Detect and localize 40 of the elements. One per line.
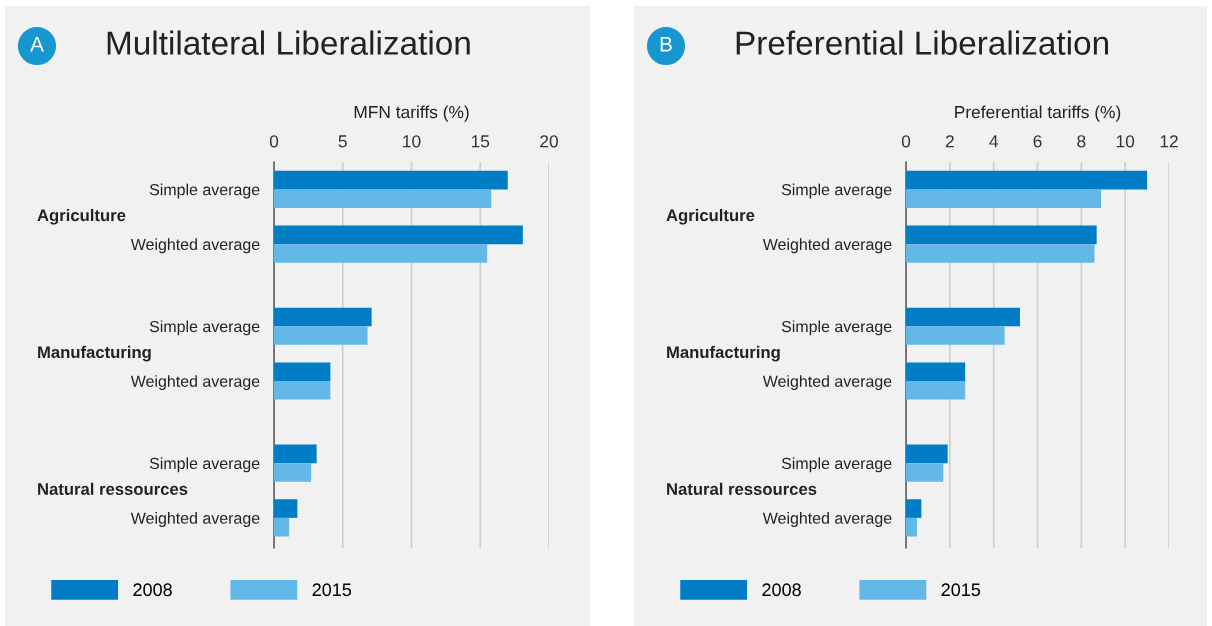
x-tick-label: 12 <box>1160 135 1178 148</box>
x-tick-label: 2 <box>945 135 954 148</box>
x-axis-title: MFN tariffs (%) <box>354 105 469 122</box>
text: Natural ressources <box>38 482 188 495</box>
legend-label: 2008 <box>133 583 172 597</box>
y-tick-label: Simple average <box>149 457 260 473</box>
text: B <box>660 37 672 52</box>
x-tick-label: 15 <box>471 135 490 148</box>
x-tick-label: 6 <box>1033 135 1042 148</box>
x-axis-title: Preferential tariffs (%) <box>955 105 1121 122</box>
text: Manufacturing <box>667 345 780 362</box>
legend-label: 2015 <box>941 583 981 597</box>
legend-label: 2008 <box>762 583 801 597</box>
text: Manufacturing <box>38 345 151 362</box>
x-tick-label: 10 <box>403 135 421 148</box>
y-tick-label: Simple average <box>149 320 260 336</box>
text: Natural ressources <box>667 482 817 495</box>
legend-label: 2015 <box>312 583 352 597</box>
x-tick-label: 5 <box>338 135 347 148</box>
y-tick-label: Weighted average <box>762 375 892 391</box>
x-tick-label: 20 <box>540 135 558 148</box>
text: Agriculture <box>666 208 755 225</box>
text: A <box>30 37 44 52</box>
y-tick-label: Simple average <box>149 183 260 199</box>
x-tick-label: 0 <box>269 135 279 148</box>
y-tick-label: Weighted average <box>130 375 260 391</box>
chart-title: Multilateral Liberalization <box>107 30 470 55</box>
x-tick-label: 0 <box>901 135 911 148</box>
x-tick-label: 4 <box>989 135 998 148</box>
y-tick-label: Weighted average <box>130 238 260 254</box>
chart-title: Preferential Liberalization <box>736 30 1108 55</box>
text: Agriculture <box>37 208 126 225</box>
y-tick-label: Weighted average <box>130 512 260 527</box>
y-tick-label: Weighted average <box>762 512 892 527</box>
x-tick-label: 10 <box>1116 135 1135 148</box>
y-tick-label: Simple average <box>781 320 892 336</box>
y-tick-label: Simple average <box>781 457 892 473</box>
y-tick-label: Simple average <box>781 183 892 199</box>
y-tick-label: Weighted average <box>762 238 892 254</box>
x-tick-label: 8 <box>1077 135 1086 148</box>
